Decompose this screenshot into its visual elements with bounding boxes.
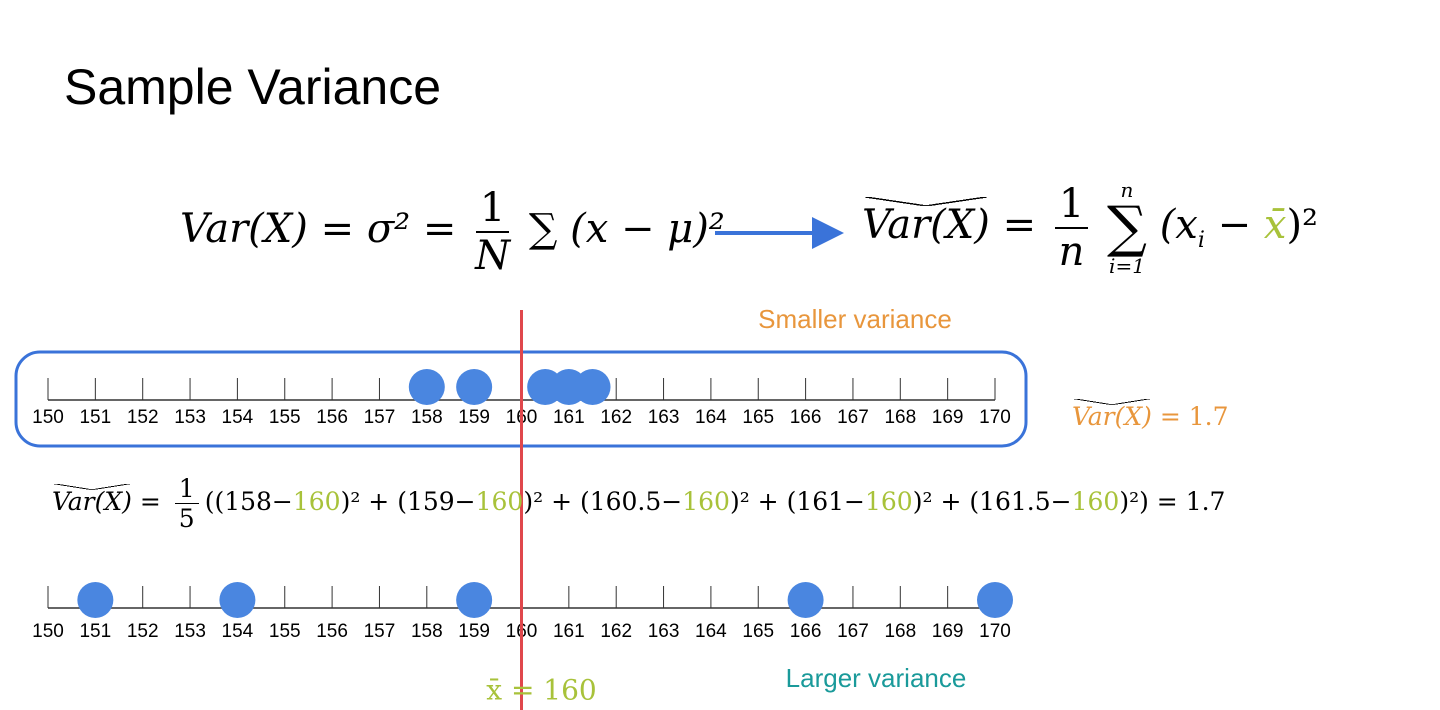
numerator: 1 (475, 185, 510, 233)
sum-sign: ∑ (1107, 195, 1147, 260)
x-tick-label: 167 (837, 407, 869, 428)
denominator: 5 (178, 504, 195, 533)
dot (977, 582, 1013, 618)
var-hat: Var(X) (862, 197, 990, 248)
x-tick-label: 161 (553, 621, 585, 642)
x-tick-label: 163 (648, 407, 680, 428)
formula-rhs: ∑ (x − μ)² (528, 206, 725, 252)
denominator: N (475, 233, 511, 279)
dot (77, 582, 114, 618)
x-tick-label: 170 (979, 621, 1011, 642)
x-tick-label: 162 (600, 407, 632, 428)
expression-part: )² + (161− (729, 487, 865, 516)
expression-part: )² + (159− (340, 487, 476, 516)
x-tick-label: 161 (553, 407, 585, 428)
annotation-value: = 1.7 (1159, 402, 1229, 431)
body-open: (x (1159, 202, 1198, 248)
x-tick-label: 158 (411, 407, 443, 428)
x-tick-label: 165 (742, 407, 774, 428)
x-tick-label: 157 (364, 407, 396, 428)
expression-part: )² + (160.5− (523, 487, 683, 516)
slide-title: Sample Variance (64, 59, 442, 115)
x-tick-label: 150 (32, 621, 64, 642)
subscript: i (1197, 228, 1205, 253)
sum-upper: n (1120, 178, 1134, 202)
series-title: Smaller variance (758, 304, 952, 334)
dot (787, 582, 824, 618)
denominator: n (1058, 229, 1085, 275)
mean-value: 160 (865, 487, 913, 516)
sum: n ∑ i=1 (1107, 180, 1147, 276)
x-tick-label: 166 (790, 407, 822, 428)
x-tick-label: 170 (979, 407, 1011, 428)
body-close: )² (1286, 202, 1319, 248)
numerator: 1 (174, 474, 199, 504)
computation: Var(X) = 1 5 ((158−160)² + (159−160)² + (1… (52, 474, 1225, 533)
x-tick-label: 154 (222, 407, 254, 428)
x-tick-label: 165 (742, 621, 774, 642)
dot (574, 369, 611, 405)
x-tick-label: 169 (932, 621, 964, 642)
mean-value: 160 (292, 487, 341, 516)
x-tick-label: 164 (695, 621, 727, 642)
equals: = (139, 487, 161, 516)
numerator: 1 (1054, 181, 1089, 229)
x-tick-label: 167 (837, 621, 869, 642)
expression-part: ((158− (204, 487, 293, 516)
expression-part: )² + (161.5− (912, 487, 1072, 516)
x-tick-label: 168 (884, 407, 916, 428)
var-hat: Var(X) (1072, 399, 1152, 431)
x-tick-label: 159 (458, 621, 490, 642)
series-title: Larger variance (786, 663, 967, 693)
minus: − (1204, 202, 1264, 248)
x-tick-label: 156 (316, 407, 348, 428)
x-tick-label: 163 (648, 621, 680, 642)
mean-value: 160 (1071, 487, 1120, 516)
x-tick-label: 150 (32, 407, 64, 428)
x-tick-label: 168 (884, 621, 916, 642)
x-tick-label: 164 (695, 407, 727, 428)
x-tick-label: 152 (127, 621, 159, 642)
var-hat: Var(X) (52, 484, 132, 516)
variance-annotation: Var(X) = 1.7 (1072, 399, 1229, 431)
x-tick-label: 151 (79, 407, 111, 428)
expression-part: )²) = 1.7 (1119, 487, 1226, 516)
x-tick-label: 153 (174, 407, 206, 428)
x-tick-label: 156 (316, 621, 348, 642)
dot (456, 582, 493, 618)
x-tick-label: 166 (790, 621, 822, 642)
x-tick-label: 155 (269, 407, 301, 428)
x-tick-label: 158 (411, 621, 443, 642)
dot (456, 369, 493, 405)
mean-label: x̄ = 160 (486, 674, 597, 707)
mean-value: 160 (475, 487, 524, 516)
x-tick-label: 152 (127, 407, 159, 428)
formula-lhs: Var(X) = σ² = (180, 206, 457, 252)
mean-symbol: x̄ (1263, 202, 1287, 248)
dot (219, 582, 256, 618)
dot (408, 369, 445, 405)
x-tick-label: 169 (932, 407, 964, 428)
mean-value: 160 (682, 487, 730, 516)
x-tick-label: 151 (79, 621, 111, 642)
x-tick-label: 155 (269, 621, 301, 642)
x-tick-label: 153 (174, 621, 206, 642)
x-tick-label: 157 (364, 621, 396, 642)
sum-lower: i=1 (1109, 254, 1145, 278)
equals: = (1002, 202, 1037, 248)
x-tick-label: 154 (222, 621, 254, 642)
expression: ((158−160)² + (159−160)² + (160.5−160)² … (205, 487, 1226, 516)
x-tick-label: 162 (600, 621, 632, 642)
x-tick-label: 159 (458, 407, 490, 428)
